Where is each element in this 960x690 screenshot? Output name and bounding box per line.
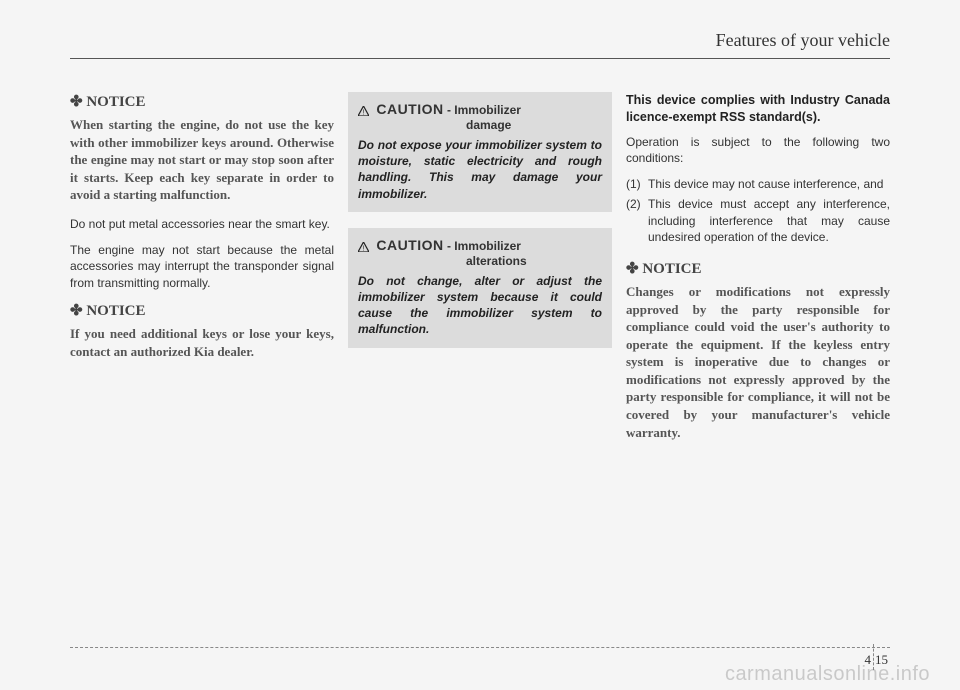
page: Features of your vehicle ✤ NOTICE When s… xyxy=(70,30,890,630)
caution-header: ! CAUTION - Immobilizer damage xyxy=(358,100,602,133)
section-header-title: Features of your vehicle xyxy=(716,30,890,51)
content-columns: ✤ NOTICE When starting the engine, do no… xyxy=(70,92,890,453)
list-number: (2) xyxy=(626,196,648,245)
footer-dashed-rule xyxy=(70,647,890,648)
notice-heading: ✤ NOTICE xyxy=(70,92,334,112)
caution-subtitle: - Immobilizer xyxy=(447,239,521,253)
notice-body: If you need additional keys or lose your… xyxy=(70,325,334,360)
caution-subtitle-line2: damage xyxy=(466,117,602,133)
column-2: ! CAUTION - Immobilizer damage Do not ex… xyxy=(348,92,612,453)
caution-box-immobilizer-damage: ! CAUTION - Immobilizer damage Do not ex… xyxy=(348,92,612,212)
svg-text:!: ! xyxy=(363,109,365,116)
caution-body: Do not change, alter or adjust the immob… xyxy=(358,273,602,338)
notice-body: When starting the engine, do not use the… xyxy=(70,116,334,204)
list-text: This device may not cause interference, … xyxy=(648,176,890,192)
column-3: This device complies with Industry Canad… xyxy=(626,92,890,453)
warning-triangle-icon: ! xyxy=(358,238,369,248)
caution-body: Do not expose your immobilizer system to… xyxy=(358,137,602,202)
caution-title: CAUTION xyxy=(376,101,443,117)
column-1: ✤ NOTICE When starting the engine, do no… xyxy=(70,92,334,453)
notice-heading: ✤ NOTICE xyxy=(70,301,334,321)
svg-text:!: ! xyxy=(363,245,365,252)
caution-header: ! CAUTION - Immobilizer alterations xyxy=(358,236,602,269)
caution-subtitle-line2: alterations xyxy=(466,253,602,269)
paragraph: Operation is subject to the following tw… xyxy=(626,134,890,166)
compliance-statement: This device complies with Industry Canad… xyxy=(626,92,890,126)
notice-heading: ✤ NOTICE xyxy=(626,259,890,279)
paragraph: The engine may not start because the met… xyxy=(70,242,334,291)
watermark: carmanualsonline.info xyxy=(725,663,930,686)
caution-subtitle: - Immobilizer xyxy=(447,103,521,117)
caution-box-immobilizer-alterations: ! CAUTION - Immobilizer alterations Do n… xyxy=(348,228,612,348)
list-text: This device must accept any interference… xyxy=(648,196,890,245)
list-item: (2) This device must accept any interfer… xyxy=(626,196,890,245)
list-number: (1) xyxy=(626,176,648,192)
warning-triangle-icon: ! xyxy=(358,102,369,112)
paragraph: Do not put metal accessories near the sm… xyxy=(70,216,334,232)
caution-title: CAUTION xyxy=(376,237,443,253)
notice-body: Changes or modifications not expressly a… xyxy=(626,283,890,441)
header-rule xyxy=(70,58,890,59)
list-item: (1) This device may not cause interferen… xyxy=(626,176,890,192)
